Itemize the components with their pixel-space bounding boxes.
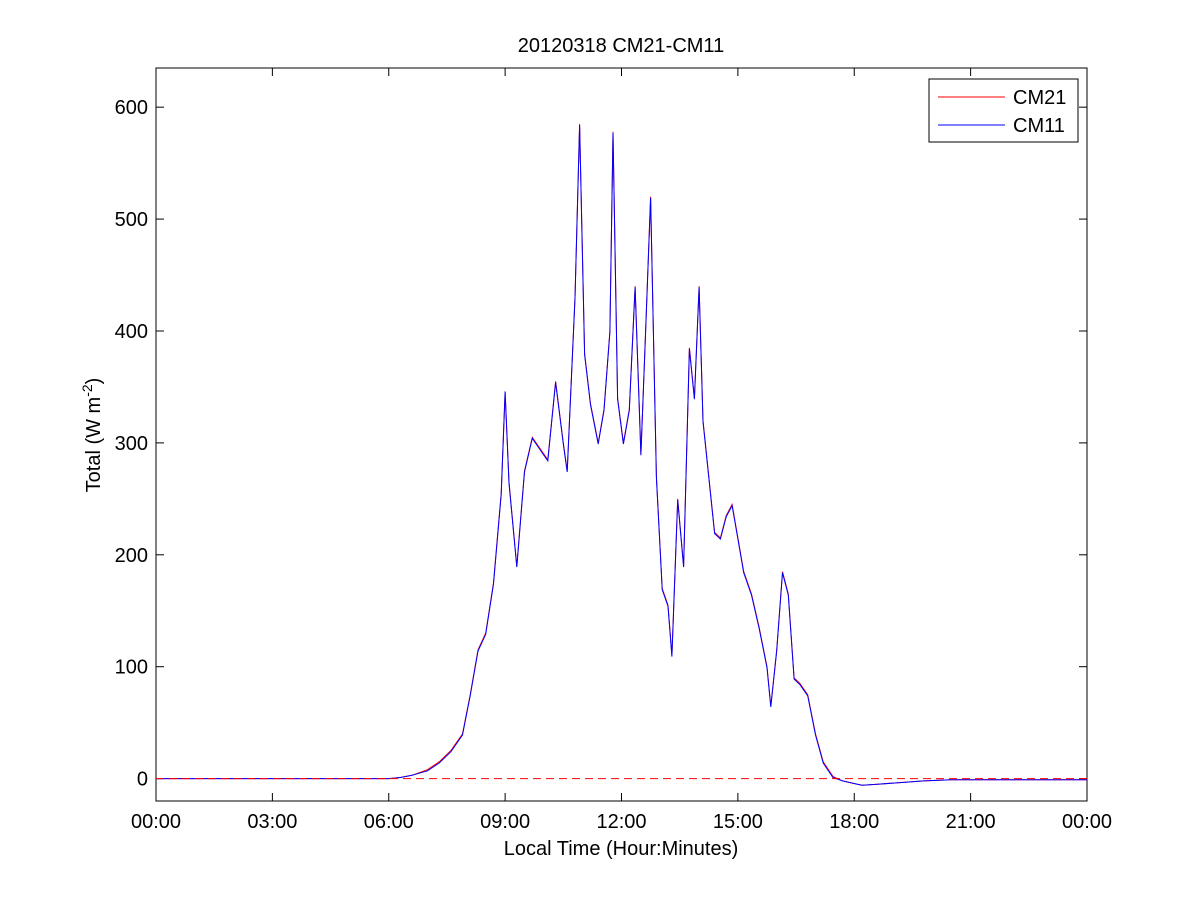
plot-area [155,67,1088,802]
x-tick-label: 00:00 [131,811,181,833]
x-tick-label: 03:00 [247,811,297,833]
x-tick-label: 12:00 [596,811,646,833]
y-axis-label-superscript: -2 [79,384,95,397]
y-tick-label: 0 [137,769,148,791]
y-tick-label: 500 [115,209,148,231]
x-tick-label: 06:00 [364,811,414,833]
y-axis-label-close: ) [83,378,105,385]
series-line-cm11 [156,125,1087,786]
x-tick-label: 00:00 [1062,811,1112,833]
y-tick-label: 200 [115,545,148,567]
y-axis-label: Total (W m-2) [79,378,105,493]
y-tick-label: 100 [115,657,148,679]
y-axis-label-main: Total (W m [83,397,105,493]
x-axis-label: Local Time (Hour:Minutes) [504,838,739,860]
x-tick-label: 21:00 [946,811,996,833]
legend: CM21 CM11 [928,78,1079,143]
legend-box [928,78,1079,143]
legend-label-cm11: CM11 [1013,115,1065,137]
series-group [156,123,1087,786]
axis-ticks: 00:00 03:00 06:00 09:00 12:00 15:00 18:00 21:00… [115,68,1112,833]
chart-title: 20120318 CM21-CM11 [518,35,724,57]
y-tick-label: 400 [115,321,148,343]
y-tick-label: 600 [115,97,148,119]
y-tick-label: 300 [115,433,148,455]
x-tick-label: 18:00 [829,811,879,833]
legend-label-cm21: CM21 [1013,87,1066,109]
x-tick-label: 15:00 [713,811,763,833]
x-tick-label: 09:00 [480,811,530,833]
